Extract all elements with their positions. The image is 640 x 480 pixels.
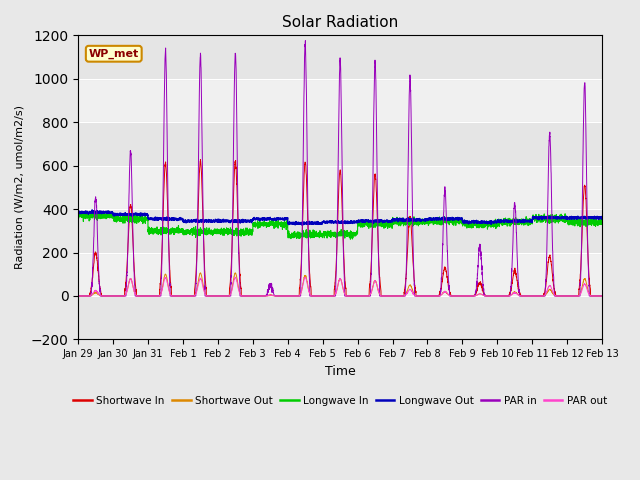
PAR out — [598, 293, 605, 299]
PAR out — [321, 293, 328, 299]
Y-axis label: Radiation (W/m2, umol/m2/s): Radiation (W/m2, umol/m2/s) — [15, 106, 25, 269]
PAR out — [598, 293, 606, 299]
Shortwave In — [429, 293, 436, 299]
Shortwave Out — [458, 293, 465, 299]
Longwave In — [321, 230, 328, 236]
Longwave Out — [298, 222, 306, 228]
PAR out — [429, 293, 436, 299]
Longwave In — [458, 217, 465, 223]
Shortwave Out — [429, 293, 436, 299]
Line: Shortwave Out: Shortwave Out — [78, 273, 602, 296]
PAR out — [487, 293, 495, 299]
Text: WP_met: WP_met — [88, 48, 139, 59]
Legend: Shortwave In, Shortwave Out, Longwave In, Longwave Out, PAR in, PAR out: Shortwave In, Shortwave Out, Longwave In… — [69, 392, 611, 410]
Longwave Out — [74, 209, 82, 215]
Shortwave In — [321, 293, 328, 299]
Bar — [78, 36, 602, 79]
Shortwave In — [168, 293, 176, 299]
PAR in — [598, 293, 606, 299]
Longwave In — [598, 217, 605, 223]
Shortwave Out — [196, 270, 204, 276]
Longwave In — [598, 220, 606, 226]
Line: Longwave In: Longwave In — [78, 211, 602, 239]
PAR out — [74, 293, 82, 299]
Bar — [78, 296, 602, 339]
Bar — [78, 209, 602, 252]
Longwave In — [90, 208, 97, 214]
Shortwave In — [458, 293, 465, 299]
Longwave In — [346, 236, 354, 242]
Shortwave In — [598, 293, 606, 299]
Shortwave In — [487, 293, 495, 299]
Longwave Out — [429, 216, 436, 221]
Title: Solar Radiation: Solar Radiation — [282, 15, 398, 30]
PAR in — [168, 293, 176, 299]
Line: Shortwave In: Shortwave In — [78, 159, 602, 296]
Longwave Out — [598, 216, 605, 222]
PAR out — [301, 274, 309, 280]
Longwave In — [74, 214, 82, 219]
Longwave Out — [598, 214, 606, 220]
PAR in — [487, 293, 495, 299]
PAR in — [321, 293, 328, 299]
Line: PAR in: PAR in — [78, 41, 602, 296]
Longwave Out — [88, 207, 96, 213]
Longwave In — [488, 219, 495, 225]
Longwave In — [168, 230, 176, 236]
Shortwave Out — [487, 293, 495, 299]
Shortwave In — [598, 293, 605, 299]
Longwave Out — [458, 217, 465, 223]
PAR out — [458, 293, 465, 299]
Shortwave Out — [598, 293, 606, 299]
PAR in — [74, 293, 82, 299]
Shortwave Out — [598, 293, 605, 299]
PAR in — [429, 293, 436, 299]
PAR out — [168, 293, 176, 299]
Bar — [78, 122, 602, 166]
Shortwave Out — [321, 293, 328, 299]
Shortwave Out — [168, 293, 176, 299]
Longwave Out — [488, 218, 495, 224]
Line: PAR out: PAR out — [78, 277, 602, 296]
Shortwave In — [196, 156, 204, 162]
PAR in — [458, 293, 465, 299]
Longwave Out — [321, 218, 328, 224]
Longwave Out — [168, 216, 176, 222]
Longwave In — [429, 220, 436, 226]
PAR in — [301, 38, 309, 44]
X-axis label: Time: Time — [324, 365, 355, 378]
PAR in — [598, 293, 605, 299]
Shortwave Out — [74, 293, 82, 299]
Line: Longwave Out: Longwave Out — [78, 210, 602, 225]
Shortwave In — [74, 293, 82, 299]
